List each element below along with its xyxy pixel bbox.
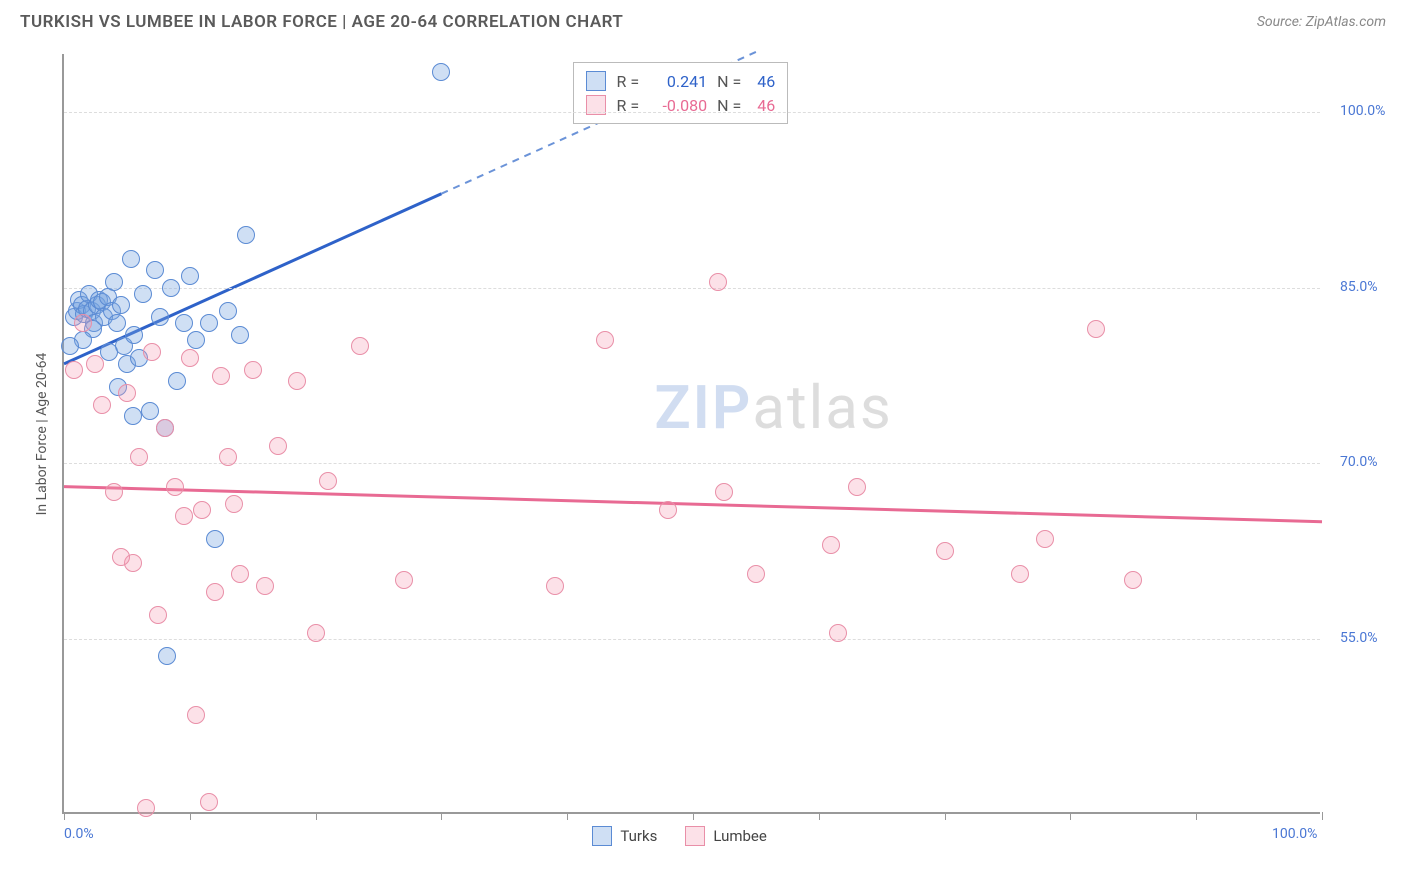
scatter-point-lumbee xyxy=(206,583,224,601)
scatter-point-lumbee xyxy=(105,483,123,501)
y-tick-label: 70.0% xyxy=(1340,454,1378,470)
scatter-point-lumbee xyxy=(175,507,193,525)
scatter-point-lumbee xyxy=(149,606,167,624)
scatter-point-lumbee xyxy=(225,495,243,513)
scatter-point-turks xyxy=(237,226,255,244)
r-value-turks: 0.241 xyxy=(649,72,707,91)
series-legend: Turks Lumbee xyxy=(592,826,766,846)
scatter-point-lumbee xyxy=(709,273,727,291)
trend-lines xyxy=(64,54,1322,814)
scatter-point-lumbee xyxy=(1036,530,1054,548)
scatter-point-lumbee xyxy=(156,419,174,437)
scatter-point-turks xyxy=(162,279,180,297)
x-tick-label: 100.0% xyxy=(1272,826,1317,842)
scatter-point-lumbee xyxy=(181,349,199,367)
scatter-point-turks xyxy=(175,314,193,332)
scatter-point-lumbee xyxy=(118,384,136,402)
scatter-point-turks xyxy=(141,402,159,420)
scatter-point-lumbee xyxy=(137,799,155,817)
scatter-point-turks xyxy=(168,372,186,390)
swatch-lumbee-icon xyxy=(685,826,705,846)
scatter-point-turks xyxy=(181,267,199,285)
scatter-point-turks xyxy=(200,314,218,332)
scatter-point-lumbee xyxy=(256,577,274,595)
y-tick-label: 100.0% xyxy=(1340,103,1385,119)
scatter-point-lumbee xyxy=(546,577,564,595)
scatter-point-turks xyxy=(206,530,224,548)
scatter-point-lumbee xyxy=(288,372,306,390)
scatter-point-turks xyxy=(112,296,130,314)
scatter-point-lumbee xyxy=(200,793,218,811)
scatter-point-lumbee xyxy=(1087,320,1105,338)
y-tick-label: 55.0% xyxy=(1340,630,1378,646)
scatter-point-lumbee xyxy=(143,343,161,361)
scatter-point-lumbee xyxy=(747,565,765,583)
scatter-point-lumbee xyxy=(596,331,614,349)
swatch-turks-icon xyxy=(592,826,612,846)
swatch-turks-icon xyxy=(586,71,606,91)
scatter-point-turks xyxy=(432,63,450,81)
scatter-point-turks xyxy=(219,302,237,320)
scatter-point-lumbee xyxy=(112,548,130,566)
scatter-point-lumbee xyxy=(936,542,954,560)
scatter-point-turks xyxy=(108,314,126,332)
y-axis-label: In Labor Force | Age 20-64 xyxy=(34,353,50,516)
scatter-point-lumbee xyxy=(848,478,866,496)
scatter-point-turks xyxy=(124,407,142,425)
legend-label-lumbee: Lumbee xyxy=(713,827,767,845)
correlation-legend: R = 0.241 N = 46 R = -0.080 N = 46 xyxy=(573,62,788,124)
chart-title: TURKISH VS LUMBEE IN LABOR FORCE | AGE 2… xyxy=(20,12,623,32)
scatter-point-lumbee xyxy=(715,483,733,501)
scatter-point-lumbee xyxy=(65,361,83,379)
scatter-point-lumbee xyxy=(219,448,237,466)
scatter-point-lumbee xyxy=(187,706,205,724)
plot-region: ZIPatlas R = 0.241 N = 46 R = -0.080 N =… xyxy=(62,54,1320,814)
scatter-point-lumbee xyxy=(395,571,413,589)
n-value-turks: 46 xyxy=(751,72,775,91)
scatter-point-lumbee xyxy=(351,337,369,355)
x-tick-label: 0.0% xyxy=(64,826,94,842)
scatter-point-turks xyxy=(158,647,176,665)
scatter-point-lumbee xyxy=(1124,571,1142,589)
scatter-point-turks xyxy=(122,250,140,268)
scatter-point-turks xyxy=(134,285,152,303)
scatter-point-lumbee xyxy=(829,624,847,642)
legend-label-turks: Turks xyxy=(620,827,657,845)
scatter-point-lumbee xyxy=(86,355,104,373)
scatter-point-lumbee xyxy=(1011,565,1029,583)
scatter-point-turks xyxy=(231,326,249,344)
scatter-point-lumbee xyxy=(244,361,262,379)
scatter-point-turks xyxy=(125,326,143,344)
scatter-point-lumbee xyxy=(130,448,148,466)
scatter-point-lumbee xyxy=(307,624,325,642)
chart-source: Source: ZipAtlas.com xyxy=(1257,14,1386,30)
scatter-point-turks xyxy=(146,261,164,279)
scatter-point-turks xyxy=(61,337,79,355)
scatter-point-lumbee xyxy=(193,501,211,519)
scatter-point-lumbee xyxy=(166,478,184,496)
scatter-point-lumbee xyxy=(231,565,249,583)
scatter-point-lumbee xyxy=(212,367,230,385)
scatter-point-turks xyxy=(187,331,205,349)
scatter-point-lumbee xyxy=(319,472,337,490)
scatter-point-turks xyxy=(151,308,169,326)
scatter-point-turks xyxy=(105,273,123,291)
scatter-point-lumbee xyxy=(822,536,840,554)
chart-area: In Labor Force | Age 20-64 ZIPatlas R = … xyxy=(48,54,1388,814)
y-tick-label: 85.0% xyxy=(1340,279,1378,295)
scatter-point-lumbee xyxy=(269,437,287,455)
scatter-point-lumbee xyxy=(74,314,92,332)
scatter-point-lumbee xyxy=(93,396,111,414)
scatter-point-lumbee xyxy=(659,501,677,519)
